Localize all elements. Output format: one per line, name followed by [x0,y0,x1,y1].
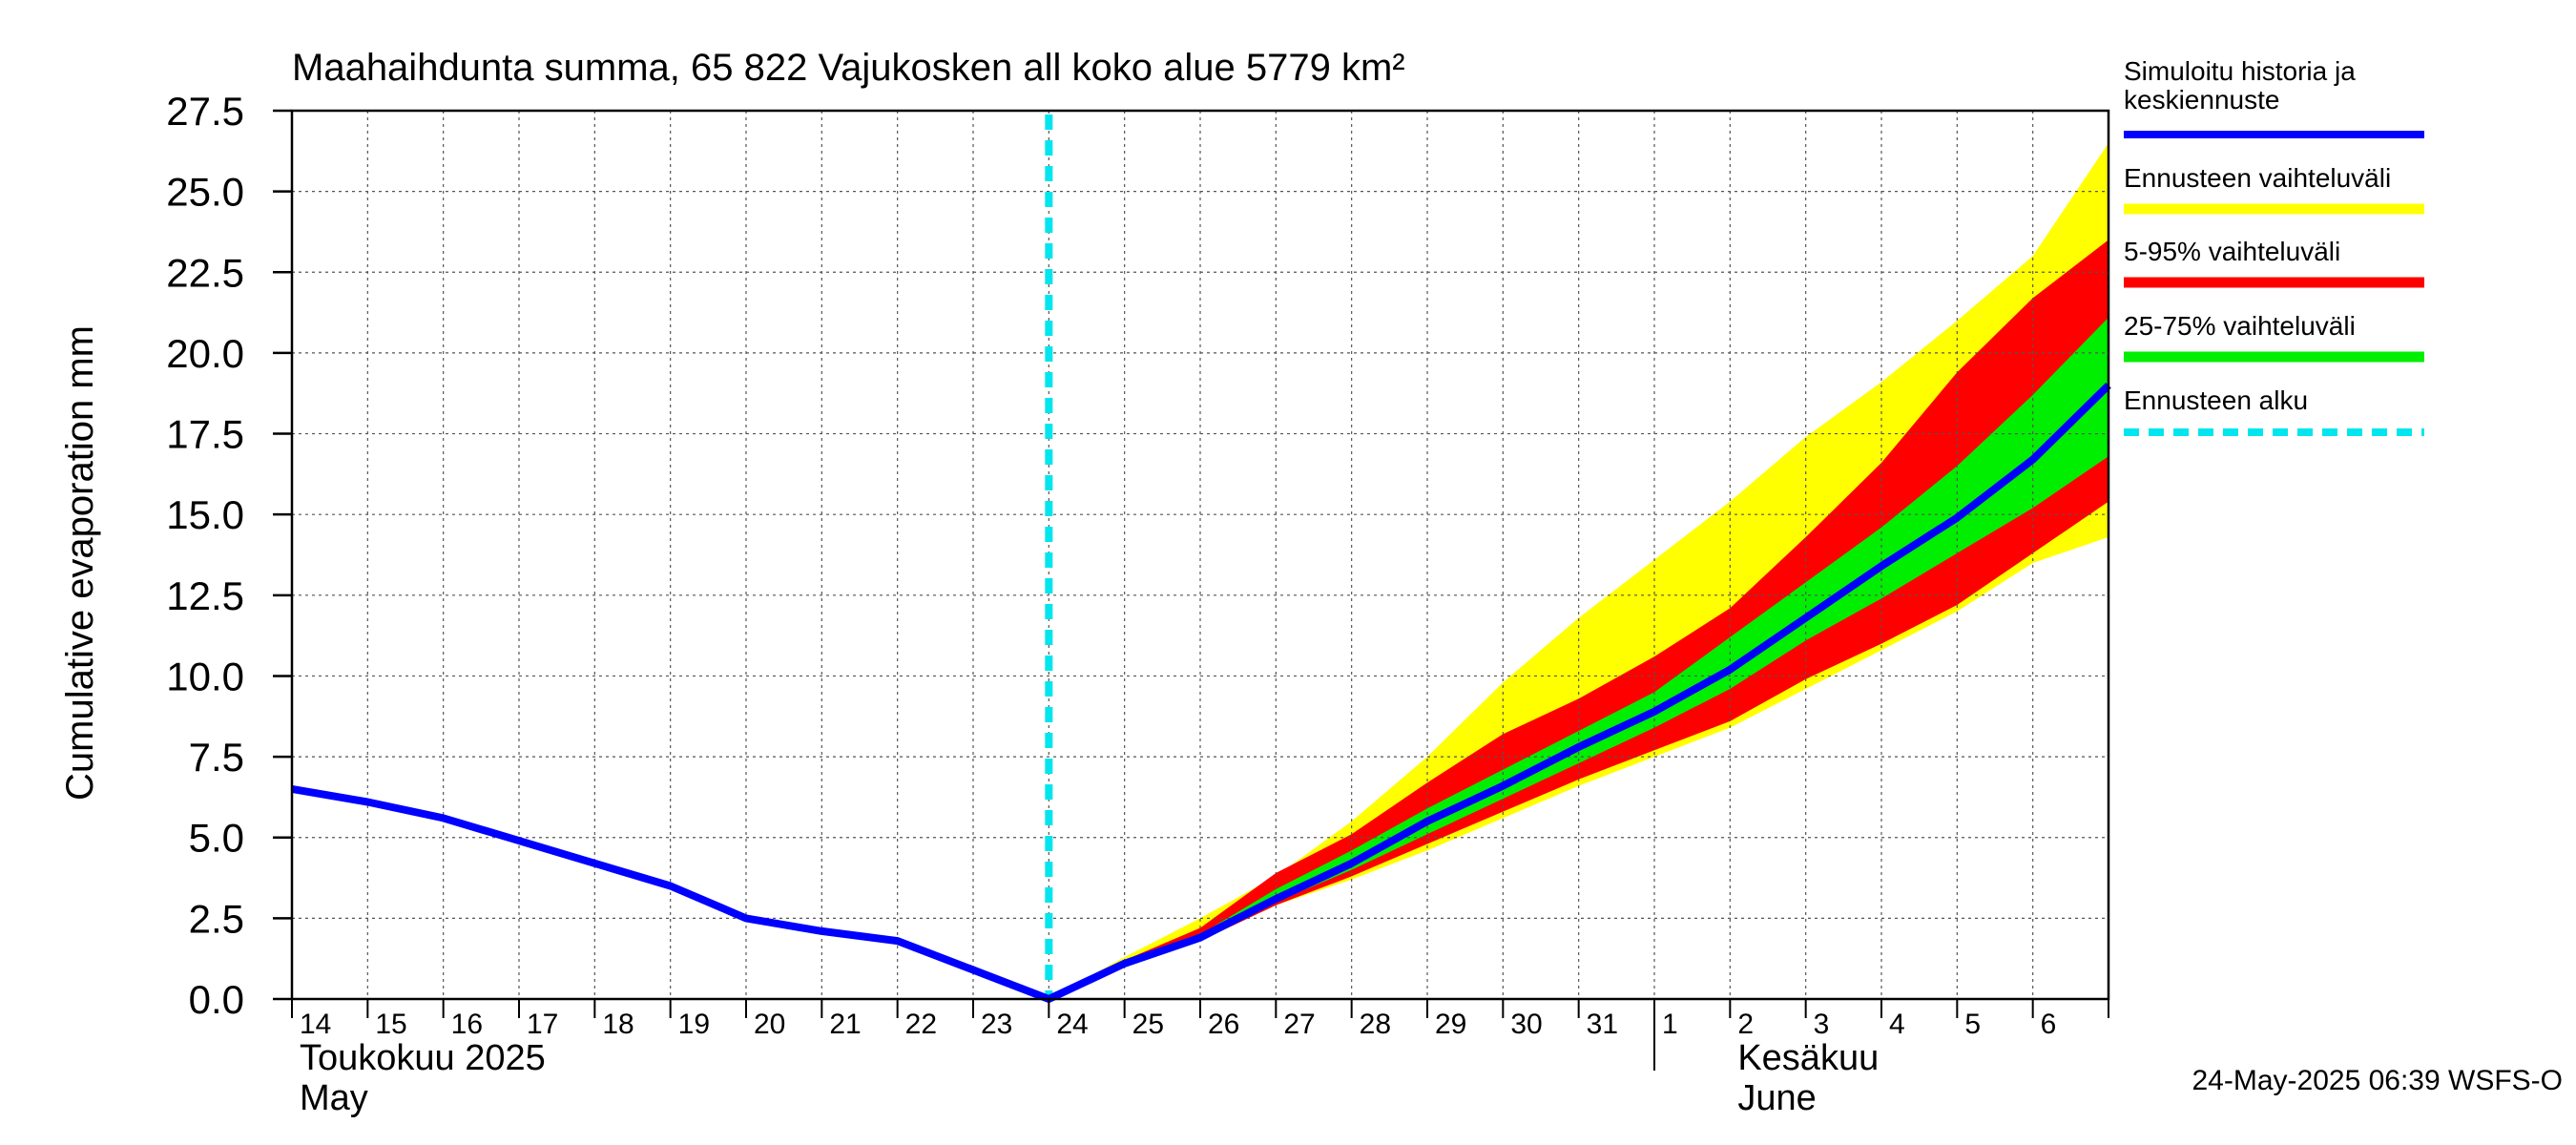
legend-label: 5-95% vaihteluväli [2124,237,2340,266]
y-tick-label: 22.5 [166,250,244,295]
x-tick-label: 6 [2041,1009,2057,1040]
band-1 [1049,239,2109,999]
month-label-en: May [300,1078,368,1118]
x-tick-label: 1 [1662,1009,1678,1040]
x-tick-label: 15 [375,1009,406,1040]
x-tick-label: 14 [300,1009,331,1040]
forecast-bands [1049,142,2109,999]
y-tick-label: 27.5 [166,89,244,134]
chart-title: Maahaihdunta summa, 65 822 Vajukosken al… [292,47,1405,89]
x-tick-label: 25 [1132,1009,1164,1040]
y-tick-label: 15.0 [166,492,244,537]
y-axis: 0.0 2.5 5.0 7.5 10.0 12.5 15.0 17.5 20.0 22.5 25.0… [166,89,292,1022]
x-tick-label: 5 [1964,1009,1981,1040]
series-line-0 [291,382,2111,1003]
y-tick-label: 7.5 [189,735,244,780]
x-tick-label: 23 [981,1009,1012,1040]
y-tick-label: 25.0 [166,170,244,215]
x-tick-label: 24 [1056,1009,1088,1040]
x-tick-label: 31 [1587,1009,1618,1040]
x-tick-label: 4 [1889,1009,1905,1040]
legend: Simuloitu historia ja keskiennuste Ennuste… [2124,56,2424,436]
month-label-fi: Toukokuu 2025 [300,1038,546,1078]
series-lines [291,382,2111,1003]
y-tick-label: 0.0 [189,977,244,1022]
y-tick-label: 12.5 [166,573,244,618]
x-tick-label: 2 [1737,1009,1754,1040]
y-tick-label: 17.5 [166,412,244,457]
y-axis-label: Cumulative evaporation mm [59,325,101,801]
x-tick-label: 22 [905,1009,937,1040]
x-tick-label: 26 [1208,1009,1239,1040]
x-tick-label: 21 [829,1009,861,1040]
y-tick-label: 20.0 [166,331,244,376]
y-tick-label: 5.0 [189,816,244,861]
legend-label: Ennusteen alku [2124,385,2308,415]
x-tick-label: 19 [678,1009,710,1040]
legend-label: Simuloitu historia ja keskiennuste [2124,56,2356,114]
grid-lines [292,111,2109,999]
x-tick-label: 29 [1435,1009,1466,1040]
x-tick-label: 16 [451,1009,483,1040]
x-axis: 14 15 16 17 18 19 20 21 22 23 24 25 26 27 28 29 30 31 1 2 3 4… [291,999,2109,1071]
legend-label: Ennusteen vaihteluväli [2124,163,2391,193]
footer-timestamp: 24-May-2025 06:39 WSFS-O [2192,1065,2564,1096]
x-tick-label: 27 [1283,1009,1315,1040]
y-tick-label: 10.0 [166,654,244,698]
x-tick-label: 28 [1360,1009,1391,1040]
x-tick-label: 20 [754,1009,785,1040]
month-label-en: June [1737,1078,1816,1118]
x-tick-label: 17 [527,1009,558,1040]
x-tick-label: 30 [1510,1009,1542,1040]
y-tick-label: 2.5 [189,896,244,941]
x-tick-label: 18 [602,1009,634,1040]
x-tick-label: 3 [1814,1009,1830,1040]
month-label-fi: Kesäkuu [1737,1038,1879,1078]
legend-label: 25-75% vaihteluväli [2124,311,2356,341]
